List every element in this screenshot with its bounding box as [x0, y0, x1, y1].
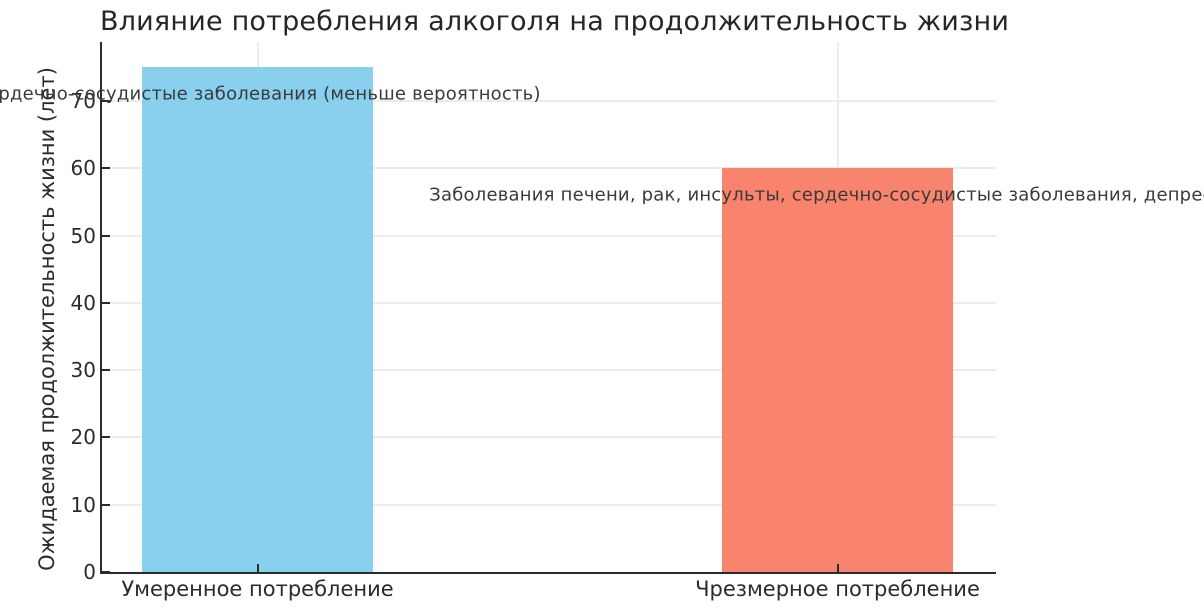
- bar-annotation: Заболевания печени, рак, инсульты, серде…: [429, 184, 1204, 206]
- x-tick-mark: [256, 564, 259, 572]
- y-tick-mark: [102, 369, 110, 372]
- y-tick-label: 10: [70, 492, 96, 517]
- y-tick-mark: [102, 167, 110, 170]
- x-tick-label: Чрезмерное потребление: [695, 577, 980, 601]
- h-gridline: [102, 369, 996, 372]
- y-tick-mark: [102, 571, 110, 573]
- x-tick-mark: [836, 564, 839, 572]
- y-tick-mark: [102, 100, 110, 102]
- x-axis-spine: [100, 572, 996, 574]
- h-gridline: [102, 234, 996, 237]
- y-tick-label: 40: [70, 290, 96, 315]
- y-tick-label: 20: [70, 425, 96, 450]
- y-tick-label: 0: [83, 560, 96, 584]
- h-gridline: [102, 436, 996, 439]
- bar-moderate-consumption: [142, 67, 373, 572]
- y-tick-mark: [102, 436, 110, 439]
- h-gridline: [102, 100, 996, 102]
- y-tick-mark: [102, 234, 110, 237]
- chart-title: Влияние потребления алкоголя на продолжи…: [100, 6, 1010, 37]
- y-tick-label: 70: [70, 89, 96, 113]
- y-axis-spine: [100, 42, 102, 574]
- y-tick-label: 30: [70, 358, 96, 383]
- bar-annotation: Сердечно-сосудистые заболевания (меньше …: [0, 83, 541, 105]
- bar-excessive-consumption: [722, 168, 953, 572]
- y-tick-label: 50: [70, 223, 96, 248]
- h-gridline: [102, 301, 996, 304]
- x-tick-label: Умеренное потребление: [121, 577, 394, 601]
- y-tick-mark: [102, 503, 110, 506]
- y-tick-label: 60: [70, 156, 96, 181]
- y-tick-mark: [102, 301, 110, 304]
- h-gridline: [102, 167, 996, 170]
- h-gridline: [102, 503, 996, 506]
